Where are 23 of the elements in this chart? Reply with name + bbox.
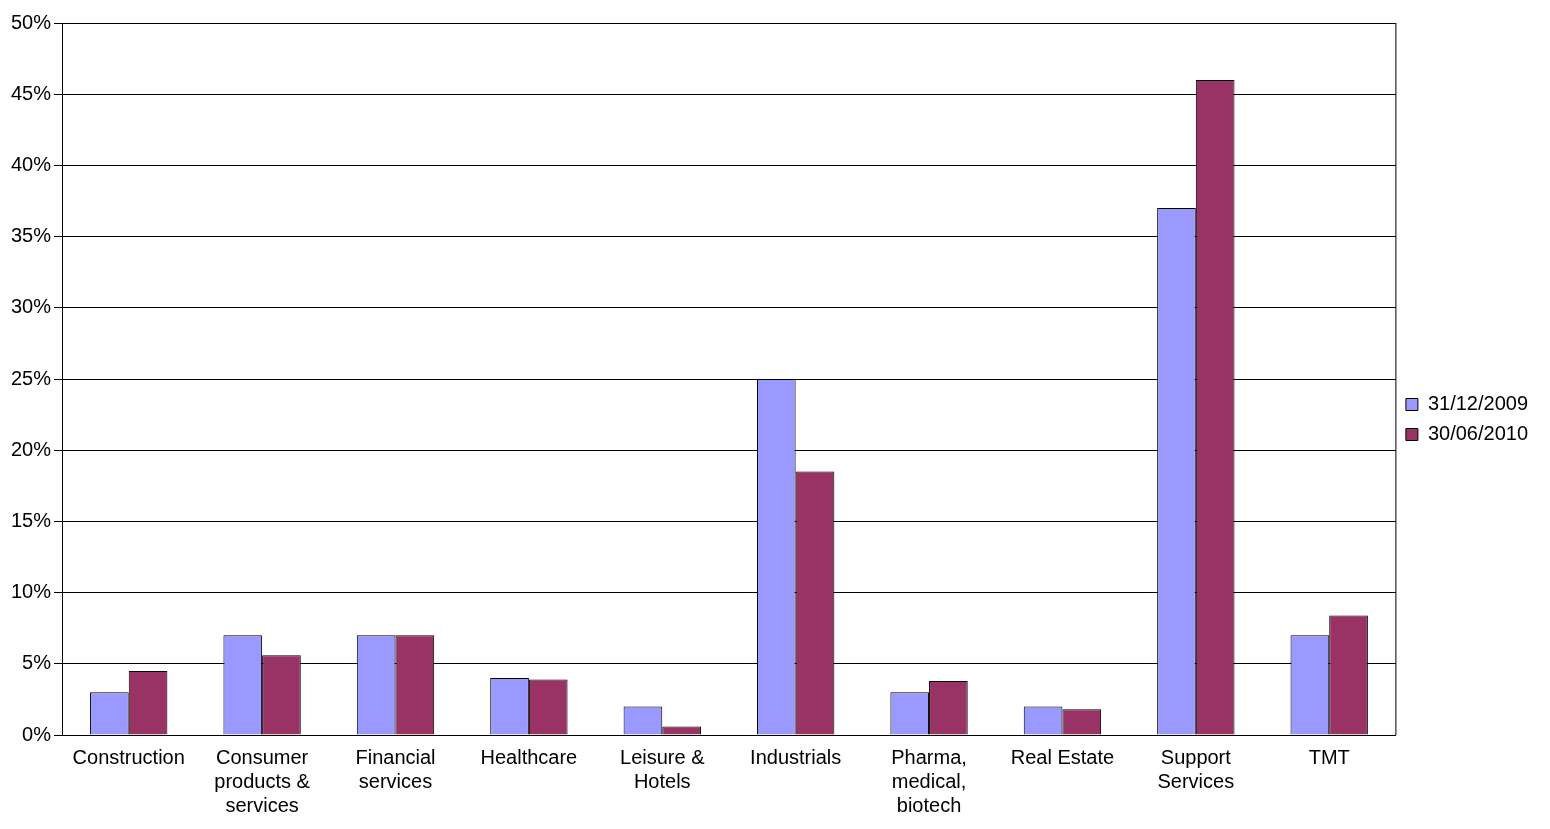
y-tick-label: 35% — [11, 224, 52, 247]
y-tick-label: 40% — [11, 152, 52, 175]
x-tick-label: Industrials — [750, 745, 842, 768]
y-tick-label: 30% — [11, 295, 52, 318]
legend-label: 31/12/2009 — [1427, 392, 1529, 415]
y-tick-label: 50% — [11, 10, 52, 33]
y-tick-label: 45% — [11, 81, 52, 104]
legend-label: 30/06/2010 — [1427, 422, 1529, 445]
x-tick-label: Healthcare — [480, 745, 578, 768]
y-tick-label: 0% — [22, 722, 52, 745]
x-tick-label: Pharma, medical, biotech — [891, 745, 967, 816]
x-tick-label: Consumer products & services — [214, 745, 311, 816]
x-tick-label: TMT — [1308, 745, 1350, 768]
y-tick-label: 25% — [11, 366, 52, 389]
x-tick-label: Financial services — [355, 745, 436, 792]
x-tick-label: Leisure & Hotels — [620, 745, 706, 792]
y-tick-label: 10% — [11, 580, 52, 603]
y-tick-label: 15% — [11, 508, 52, 531]
x-tick-label: Construction — [72, 745, 185, 768]
y-tick-label: 5% — [22, 651, 52, 674]
x-tick-label: Real Estate — [1010, 745, 1115, 768]
x-tick-label: Support Services — [1157, 745, 1235, 792]
y-tick-label: 20% — [11, 437, 52, 460]
